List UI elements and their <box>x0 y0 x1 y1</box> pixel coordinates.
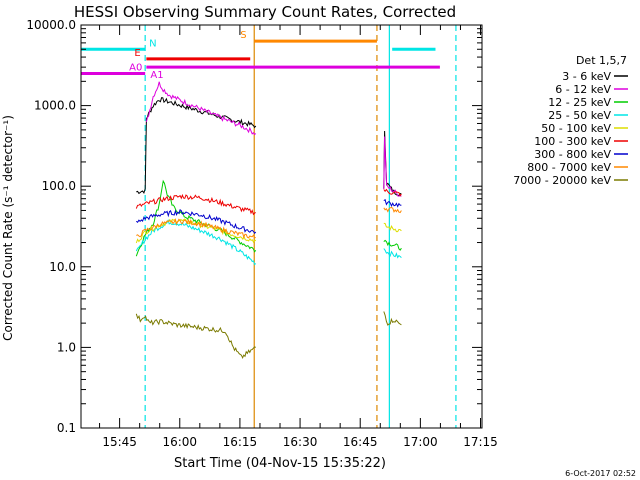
x-tick-label: 15:45 <box>102 435 137 449</box>
axes: 10000.0 1000.0 100.0 10.0 1.0 0.1 15:45 16:00 16… <box>26 18 497 449</box>
series-line-1-seg-0 <box>145 81 257 136</box>
x-tick-label: 16:00 <box>162 435 197 449</box>
legend-label: 800 - 7000 keV <box>527 161 611 174</box>
series-line-5-seg-1 <box>383 188 402 197</box>
y-tick-label: 10000.0 <box>26 18 76 32</box>
legend-label: 7000 - 20000 keV <box>513 174 611 187</box>
series-line-0-seg-1 <box>383 130 402 197</box>
series-line-7-seg-1 <box>383 206 402 214</box>
y-tick-label: 100.0 <box>42 179 76 193</box>
legend-label: 6 - 12 keV <box>555 83 611 96</box>
series-line-3-seg-0 <box>135 219 257 266</box>
flag-label-e: E <box>134 48 140 59</box>
series-line-6-seg-0 <box>135 208 257 234</box>
x-axis-label: Start Time (04-Nov-15 15:35:22) <box>174 456 386 471</box>
flag-label-s: S <box>240 30 246 41</box>
legend-label: 25 - 50 keV <box>548 109 611 122</box>
x-tick-label: 16:45 <box>343 435 378 449</box>
series-line-8-seg-0 <box>135 313 256 360</box>
flag-label-a1: A1 <box>150 70 163 81</box>
x-tick-label: 16:30 <box>283 435 318 449</box>
y-tick-label: 1000.0 <box>34 99 76 113</box>
y-tick-label: 10.0 <box>49 260 76 274</box>
series-line-2-seg-0 <box>135 179 257 257</box>
plot-frame <box>80 24 483 429</box>
plot-area: NE A0 A1 S <box>81 25 457 428</box>
x-tick-label: 17:00 <box>403 435 438 449</box>
legend-label: 50 - 100 keV <box>541 122 611 135</box>
series-line-1-seg-1 <box>383 136 402 197</box>
flag-label-a0: A0 <box>129 63 142 74</box>
series-line-5-seg-0 <box>135 193 256 216</box>
series-line-3-seg-1 <box>383 248 402 259</box>
x-tick-label: 17:15 <box>463 435 498 449</box>
legend-label: 300 - 800 keV <box>534 148 611 161</box>
legend-label: 100 - 300 keV <box>534 135 611 148</box>
series-line-0-seg-0 <box>136 97 257 195</box>
series-line-6-seg-1 <box>383 198 402 208</box>
timestamp: 6-Oct-2017 02:52 <box>565 469 636 478</box>
y-tick-label: 0.1 <box>57 421 76 435</box>
series-line-4-seg-1 <box>383 222 402 233</box>
chart-title: HESSI Observing Summary Count Rates, Cor… <box>74 3 456 21</box>
series-line-2-seg-1 <box>383 239 402 251</box>
legend-title: Det 1,5,7 <box>576 54 627 67</box>
flag-label-n: N <box>149 38 156 49</box>
series-line-7-seg-0 <box>136 218 256 239</box>
series-line-8-seg-1 <box>383 311 402 326</box>
legend-label: 12 - 25 keV <box>548 96 611 109</box>
y-tick-label: 1.0 <box>57 340 76 354</box>
y-axis-label: Corrected Count Rate (s⁻¹ detector⁻¹) <box>1 115 15 341</box>
legend-label: 3 - 6 keV <box>562 70 611 83</box>
x-tick-label: 16:15 <box>223 435 258 449</box>
